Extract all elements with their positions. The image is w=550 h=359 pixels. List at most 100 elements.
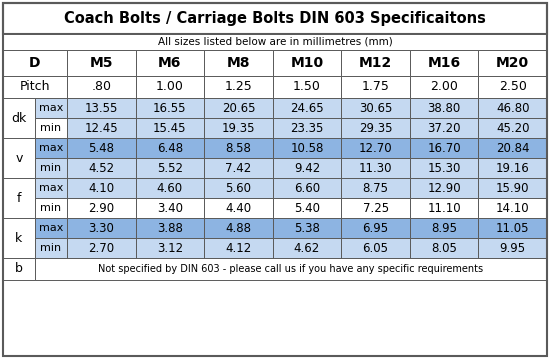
Bar [478, 238, 547, 258]
Text: dk: dk [12, 112, 26, 125]
Bar [135, 76, 204, 98]
Text: 2.00: 2.00 [430, 80, 458, 93]
Bar [410, 118, 478, 138]
Bar [273, 158, 342, 178]
Text: All sizes listed below are in millimetres (mm): All sizes listed below are in millimetre… [158, 37, 392, 47]
Bar [204, 158, 273, 178]
Bar [204, 50, 273, 76]
Text: 3.30: 3.30 [89, 222, 114, 234]
Text: 7.42: 7.42 [226, 162, 251, 174]
Bar [342, 158, 410, 178]
Text: 5.52: 5.52 [157, 162, 183, 174]
Bar [342, 50, 410, 76]
Text: 45.20: 45.20 [496, 121, 530, 135]
Text: M12: M12 [359, 56, 392, 70]
Text: 12.70: 12.70 [359, 141, 392, 154]
Text: f: f [16, 191, 21, 205]
Text: 19.35: 19.35 [222, 121, 255, 135]
Text: 1.50: 1.50 [293, 80, 321, 93]
Bar [35, 198, 67, 218]
Text: 23.35: 23.35 [290, 121, 324, 135]
Text: 38.80: 38.80 [427, 102, 461, 115]
Text: 12.45: 12.45 [85, 121, 118, 135]
Bar [3, 258, 35, 280]
Bar [3, 218, 35, 258]
Text: 4.62: 4.62 [294, 242, 320, 255]
Text: Pitch: Pitch [20, 80, 50, 93]
Text: 8.95: 8.95 [431, 222, 457, 234]
Bar [410, 76, 478, 98]
Text: 2.90: 2.90 [88, 201, 114, 214]
Text: 8.05: 8.05 [431, 242, 457, 255]
Bar [410, 198, 478, 218]
Bar [135, 50, 204, 76]
Bar [478, 98, 547, 118]
Bar [67, 158, 135, 178]
Bar [478, 118, 547, 138]
Text: 12.90: 12.90 [427, 182, 461, 195]
Text: 3.88: 3.88 [157, 222, 183, 234]
Text: max: max [39, 143, 63, 153]
Bar [204, 98, 273, 118]
Text: 29.35: 29.35 [359, 121, 392, 135]
Bar [67, 76, 135, 98]
Text: min: min [41, 243, 62, 253]
Bar [67, 118, 135, 138]
Bar [273, 198, 342, 218]
Bar [342, 98, 410, 118]
Bar [273, 98, 342, 118]
Bar [410, 98, 478, 118]
Bar [478, 76, 547, 98]
Text: min: min [41, 163, 62, 173]
Bar [342, 178, 410, 198]
Bar [204, 118, 273, 138]
Text: b: b [15, 262, 23, 275]
Bar [67, 218, 135, 238]
Bar [410, 218, 478, 238]
Bar [342, 138, 410, 158]
Bar [204, 238, 273, 258]
Text: 6.05: 6.05 [362, 242, 388, 255]
Text: 30.65: 30.65 [359, 102, 392, 115]
Bar [478, 198, 547, 218]
Text: 46.80: 46.80 [496, 102, 530, 115]
Bar [3, 50, 67, 76]
Bar [342, 238, 410, 258]
Bar [273, 138, 342, 158]
Bar [35, 178, 67, 198]
Bar [135, 218, 204, 238]
Bar [204, 198, 273, 218]
Text: 24.65: 24.65 [290, 102, 324, 115]
Text: max: max [39, 223, 63, 233]
Bar [478, 138, 547, 158]
Text: 7.25: 7.25 [362, 201, 389, 214]
Text: 14.10: 14.10 [496, 201, 530, 214]
Bar [3, 76, 67, 98]
Text: max: max [39, 103, 63, 113]
Text: 4.88: 4.88 [226, 222, 251, 234]
Bar [135, 158, 204, 178]
Text: 15.45: 15.45 [153, 121, 186, 135]
Text: 37.20: 37.20 [427, 121, 461, 135]
Bar [410, 50, 478, 76]
Text: 9.95: 9.95 [499, 242, 526, 255]
Text: Coach Bolts / Carriage Bolts DIN 603 Specificaitons: Coach Bolts / Carriage Bolts DIN 603 Spe… [64, 11, 486, 26]
Bar [135, 98, 204, 118]
Bar [67, 138, 135, 158]
Text: 5.38: 5.38 [294, 222, 320, 234]
Text: min: min [41, 123, 62, 133]
Text: 15.30: 15.30 [427, 162, 461, 174]
Text: 6.60: 6.60 [294, 182, 320, 195]
Bar [35, 218, 67, 238]
Text: 19.16: 19.16 [496, 162, 530, 174]
Text: M5: M5 [90, 56, 113, 70]
Bar [3, 98, 35, 138]
Text: v: v [15, 151, 23, 164]
Bar [204, 178, 273, 198]
Bar [35, 98, 67, 118]
Bar [273, 50, 342, 76]
Text: k: k [15, 232, 23, 244]
Bar [273, 238, 342, 258]
Bar [478, 218, 547, 238]
Text: 11.10: 11.10 [427, 201, 461, 214]
